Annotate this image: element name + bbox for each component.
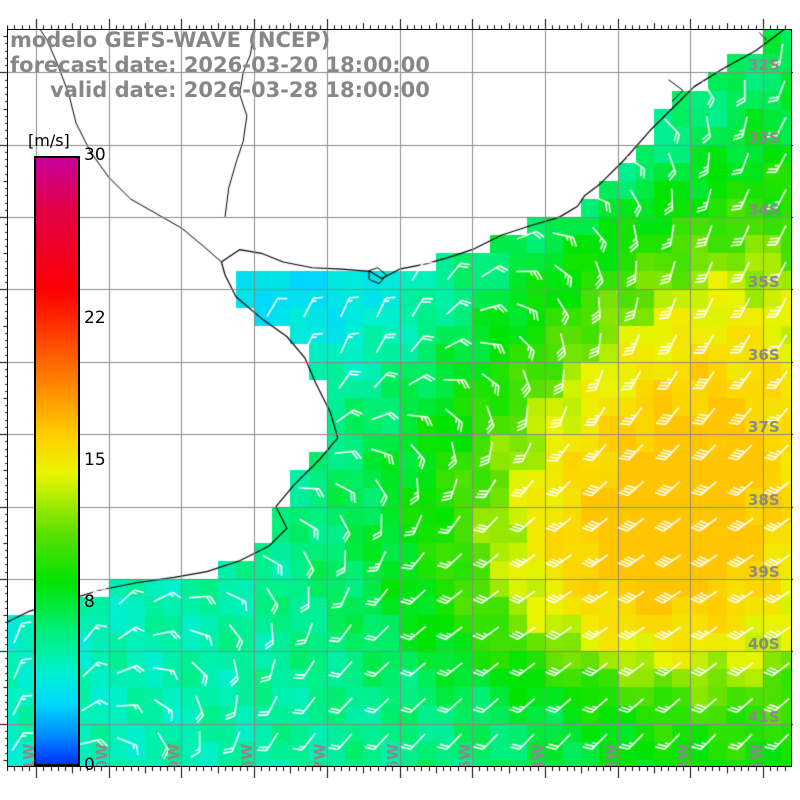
lon-label-55W: 55W bbox=[456, 743, 475, 767]
colorbar-tick-22: 22 bbox=[84, 307, 106, 328]
page-title: modelo GEFS-WAVE (NCEP) forecast date: 20… bbox=[10, 28, 650, 103]
lon-label-57W: 57W bbox=[310, 743, 329, 767]
lon-label-53W: 53W bbox=[601, 743, 620, 767]
title-model: modelo GEFS-WAVE (NCEP) bbox=[10, 28, 331, 52]
lat-label-38S: 38S bbox=[748, 490, 780, 509]
colorbar-tick-30: 30 bbox=[84, 145, 106, 165]
lat-label-36S: 36S bbox=[748, 345, 780, 364]
colorbar-tick-0: 0 bbox=[84, 755, 95, 775]
left-tick-ruler bbox=[0, 29, 9, 767]
lon-label-56W: 56W bbox=[383, 743, 402, 767]
top-tick-ruler bbox=[7, 19, 792, 30]
title-valid-date: valid date: 2026-03-28 18:00:00 bbox=[50, 78, 430, 102]
title-forecast-date: forecast date: 2026-03-20 18:00:00 bbox=[10, 53, 430, 77]
lon-label-52W: 52W bbox=[674, 743, 693, 767]
lon-label-58W: 58W bbox=[238, 743, 257, 767]
lon-label-51W: 51W bbox=[746, 743, 765, 767]
lat-label-33S: 33S bbox=[748, 128, 780, 147]
lon-label-54W: 54W bbox=[528, 743, 547, 767]
colorbar-tick-15: 15 bbox=[84, 450, 106, 470]
lat-label-32S: 32S bbox=[748, 56, 780, 75]
lat-label-34S: 34S bbox=[748, 201, 780, 220]
colorbar-unit-label: [m/s] bbox=[28, 131, 70, 150]
lon-label-60W: 60W bbox=[92, 743, 111, 767]
lat-label-40S: 40S bbox=[748, 635, 780, 654]
lat-label-35S: 35S bbox=[748, 273, 780, 292]
lat-label-39S: 39S bbox=[748, 562, 780, 581]
lon-label-59W: 59W bbox=[165, 743, 184, 767]
colorbar bbox=[34, 156, 80, 766]
bottom-tick-ruler bbox=[7, 766, 792, 778]
wind-barb-layer bbox=[7, 29, 792, 767]
lat-label-41S: 41S bbox=[748, 707, 780, 726]
colorbar-tick-8: 8 bbox=[84, 592, 95, 613]
colorbar-gradient bbox=[34, 156, 80, 766]
map-plot-area: 61W 60W 59W 58W 57W 56W 55W 54W 53W 52W 51W 32S 33S 3… bbox=[7, 29, 792, 767]
lat-label-37S: 37S bbox=[748, 418, 780, 437]
